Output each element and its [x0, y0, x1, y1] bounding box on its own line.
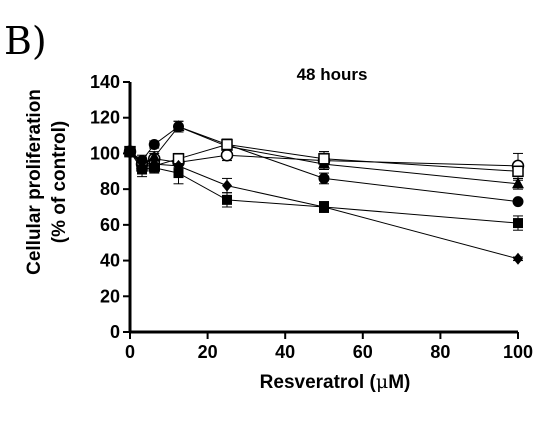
y-axis-label: Cellular proliferation (% of control) — [24, 89, 70, 275]
y-tick-label: 40 — [100, 251, 120, 271]
axes: 0 20 40 60 80 100 120 140 0 20 40 60 80 100 — [90, 72, 533, 362]
marker-filled-triangle — [172, 120, 185, 132]
x-axis-label-prefix: Resveratrol ( — [260, 372, 377, 393]
x-tick-label: 80 — [430, 342, 450, 362]
x-axis-label-suffix: M) — [388, 372, 410, 393]
marker-filled-circle — [318, 172, 330, 184]
y-tick-label: 140 — [90, 72, 120, 92]
marker-filled-square — [222, 194, 232, 205]
y-tick-label: 0 — [110, 322, 120, 342]
error-bars — [125, 120, 523, 262]
y-tick-label: 20 — [100, 286, 120, 306]
x-tick-label: 60 — [353, 342, 373, 362]
marker-filled-square — [319, 202, 329, 212]
chart-title: 48 hours — [297, 65, 368, 84]
marker-filled-circle — [512, 196, 524, 208]
marker-open-square — [318, 153, 330, 165]
marker-open-circle — [220, 148, 234, 162]
y-tick-label: 100 — [90, 143, 120, 163]
x-tick-label: 20 — [198, 342, 218, 362]
x-axis-label-mu: μ — [376, 371, 388, 393]
marker-filled-triangle — [512, 177, 524, 189]
x-tick-label: 40 — [275, 342, 295, 362]
marker-filled-square — [125, 146, 135, 157]
marker-filled-diamond — [222, 179, 232, 192]
marker-open-square — [221, 138, 233, 151]
y-tick-label: 60 — [100, 215, 120, 235]
y-tick-label: 80 — [100, 179, 120, 199]
y-axis-label-line1: Cellular proliferation — [24, 89, 45, 275]
y-tick-label: 120 — [90, 108, 120, 128]
x-tick-label: 100 — [503, 342, 533, 362]
marker-filled-circle — [148, 139, 160, 150]
data-markers — [123, 120, 525, 265]
y-axis-label-line2: (% of control) — [49, 121, 70, 243]
marker-filled-square — [137, 164, 148, 175]
marker-filled-square — [149, 162, 160, 173]
x-axis-label: Resveratrol (μM) — [260, 371, 411, 393]
marker-filled-square — [173, 168, 184, 179]
marker-open-square — [512, 165, 524, 178]
panel-label: B) — [4, 19, 47, 63]
x-tick-label: 0 — [125, 342, 135, 362]
marker-filled-diamond — [513, 252, 523, 265]
series-lines — [129, 125, 519, 260]
marker-filled-triangle — [148, 150, 161, 162]
marker-filled-square — [513, 218, 523, 229]
